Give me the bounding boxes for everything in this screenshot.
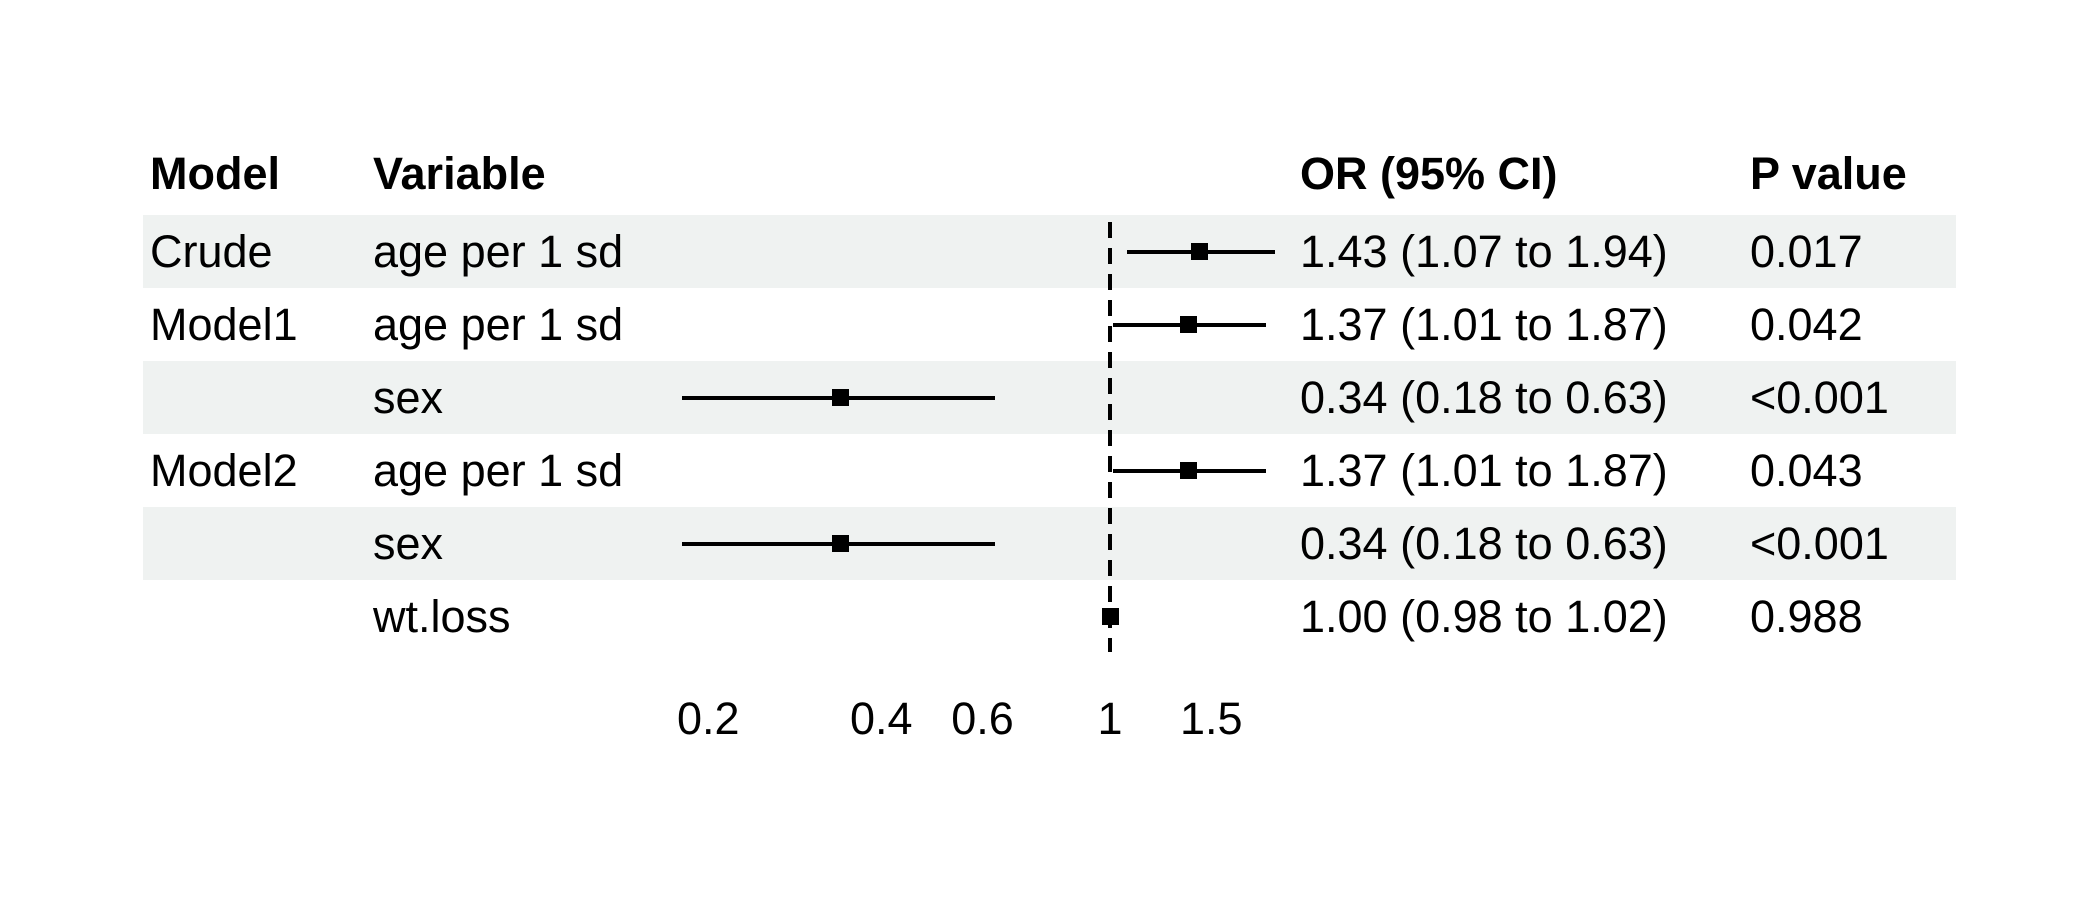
column-header-model: Model bbox=[150, 147, 280, 199]
cell-or-ci: 0.34 (0.18 to 0.63) bbox=[1300, 517, 1668, 569]
cell-variable: age per 1 sd bbox=[373, 225, 624, 277]
axis-tick bbox=[0, 93, 2, 123]
axis-tick bbox=[0, 63, 2, 93]
cell-or-ci: 0.34 (0.18 to 0.63) bbox=[1300, 371, 1668, 423]
cell-or-ci: 1.37 (1.01 to 1.87) bbox=[1300, 298, 1668, 350]
cell-p-value: 0.988 bbox=[1750, 590, 1863, 642]
axis-tick-label: 1 bbox=[1097, 693, 1123, 744]
table-row: Model2 age per 1 sd 1.37 (1.01 to 1.87) 0.0… bbox=[0, 434, 2100, 507]
column-header-p-value: P value bbox=[1750, 147, 1907, 199]
table-row: sex 0.34 (0.18 to 0.63) <0.001 bbox=[0, 507, 2100, 580]
cell-variable: sex bbox=[373, 517, 444, 569]
table-row: wt.loss 1.00 (0.98 to 1.02) 0.988 bbox=[0, 580, 2100, 653]
cell-or-ci: 1.37 (1.01 to 1.87) bbox=[1300, 444, 1668, 496]
or-point-marker bbox=[1180, 316, 1198, 333]
cell-model: Crude bbox=[150, 225, 273, 277]
axis-tick bbox=[0, 33, 2, 63]
cell-p-value: <0.001 bbox=[1750, 371, 1889, 423]
cell-variable: sex bbox=[373, 371, 444, 423]
or-point-marker bbox=[1180, 462, 1198, 479]
axis-tick-label: 1.5 bbox=[1179, 693, 1243, 744]
axis-tick-label: 0.2 bbox=[677, 693, 740, 744]
axis-line bbox=[0, 0, 596, 3]
axis-tick-label: 0.6 bbox=[951, 693, 1014, 744]
table-header: Model Variable OR (95% CI) P value bbox=[0, 137, 2100, 210]
plot-layer: 0.2 0.4 0.6 1 1.5 bbox=[0, 0, 2100, 744]
row-shade bbox=[143, 215, 1956, 288]
reference-line bbox=[1108, 222, 1113, 652]
cell-model: Model2 bbox=[150, 444, 298, 496]
cell-p-value: 0.042 bbox=[1750, 298, 1863, 350]
or-point-marker bbox=[832, 535, 850, 552]
cell-variable: age per 1 sd bbox=[373, 298, 624, 350]
cell-p-value: <0.001 bbox=[1750, 517, 1889, 569]
cell-or-ci: 1.00 (0.98 to 1.02) bbox=[1300, 590, 1668, 642]
or-point-marker bbox=[1190, 243, 1208, 260]
cell-variable: wt.loss bbox=[373, 590, 511, 642]
table-row: sex 0.34 (0.18 to 0.63) <0.001 bbox=[0, 361, 2100, 434]
row-shade bbox=[143, 361, 1956, 434]
table-row: Crude age per 1 sd 1.43 (1.07 to 1.94) 0.01… bbox=[0, 215, 2100, 288]
axis-tick bbox=[0, 3, 2, 33]
cell-model: Model1 bbox=[150, 298, 298, 350]
row-shade bbox=[143, 507, 1956, 580]
cell-or-ci: 1.43 (1.07 to 1.94) bbox=[1300, 225, 1668, 277]
axis-tick-label: 0.4 bbox=[850, 693, 913, 744]
cell-p-value: 0.043 bbox=[1750, 444, 1863, 496]
column-header-or-ci: OR (95% CI) bbox=[1300, 147, 1558, 199]
column-header-variable: Variable bbox=[373, 147, 546, 199]
or-point-marker bbox=[832, 389, 850, 406]
cell-p-value: 0.017 bbox=[1750, 225, 1863, 277]
cell-variable: age per 1 sd bbox=[373, 444, 624, 496]
table-row: Model1 age per 1 sd 1.37 (1.01 to 1.87) 0.0… bbox=[0, 288, 2100, 361]
